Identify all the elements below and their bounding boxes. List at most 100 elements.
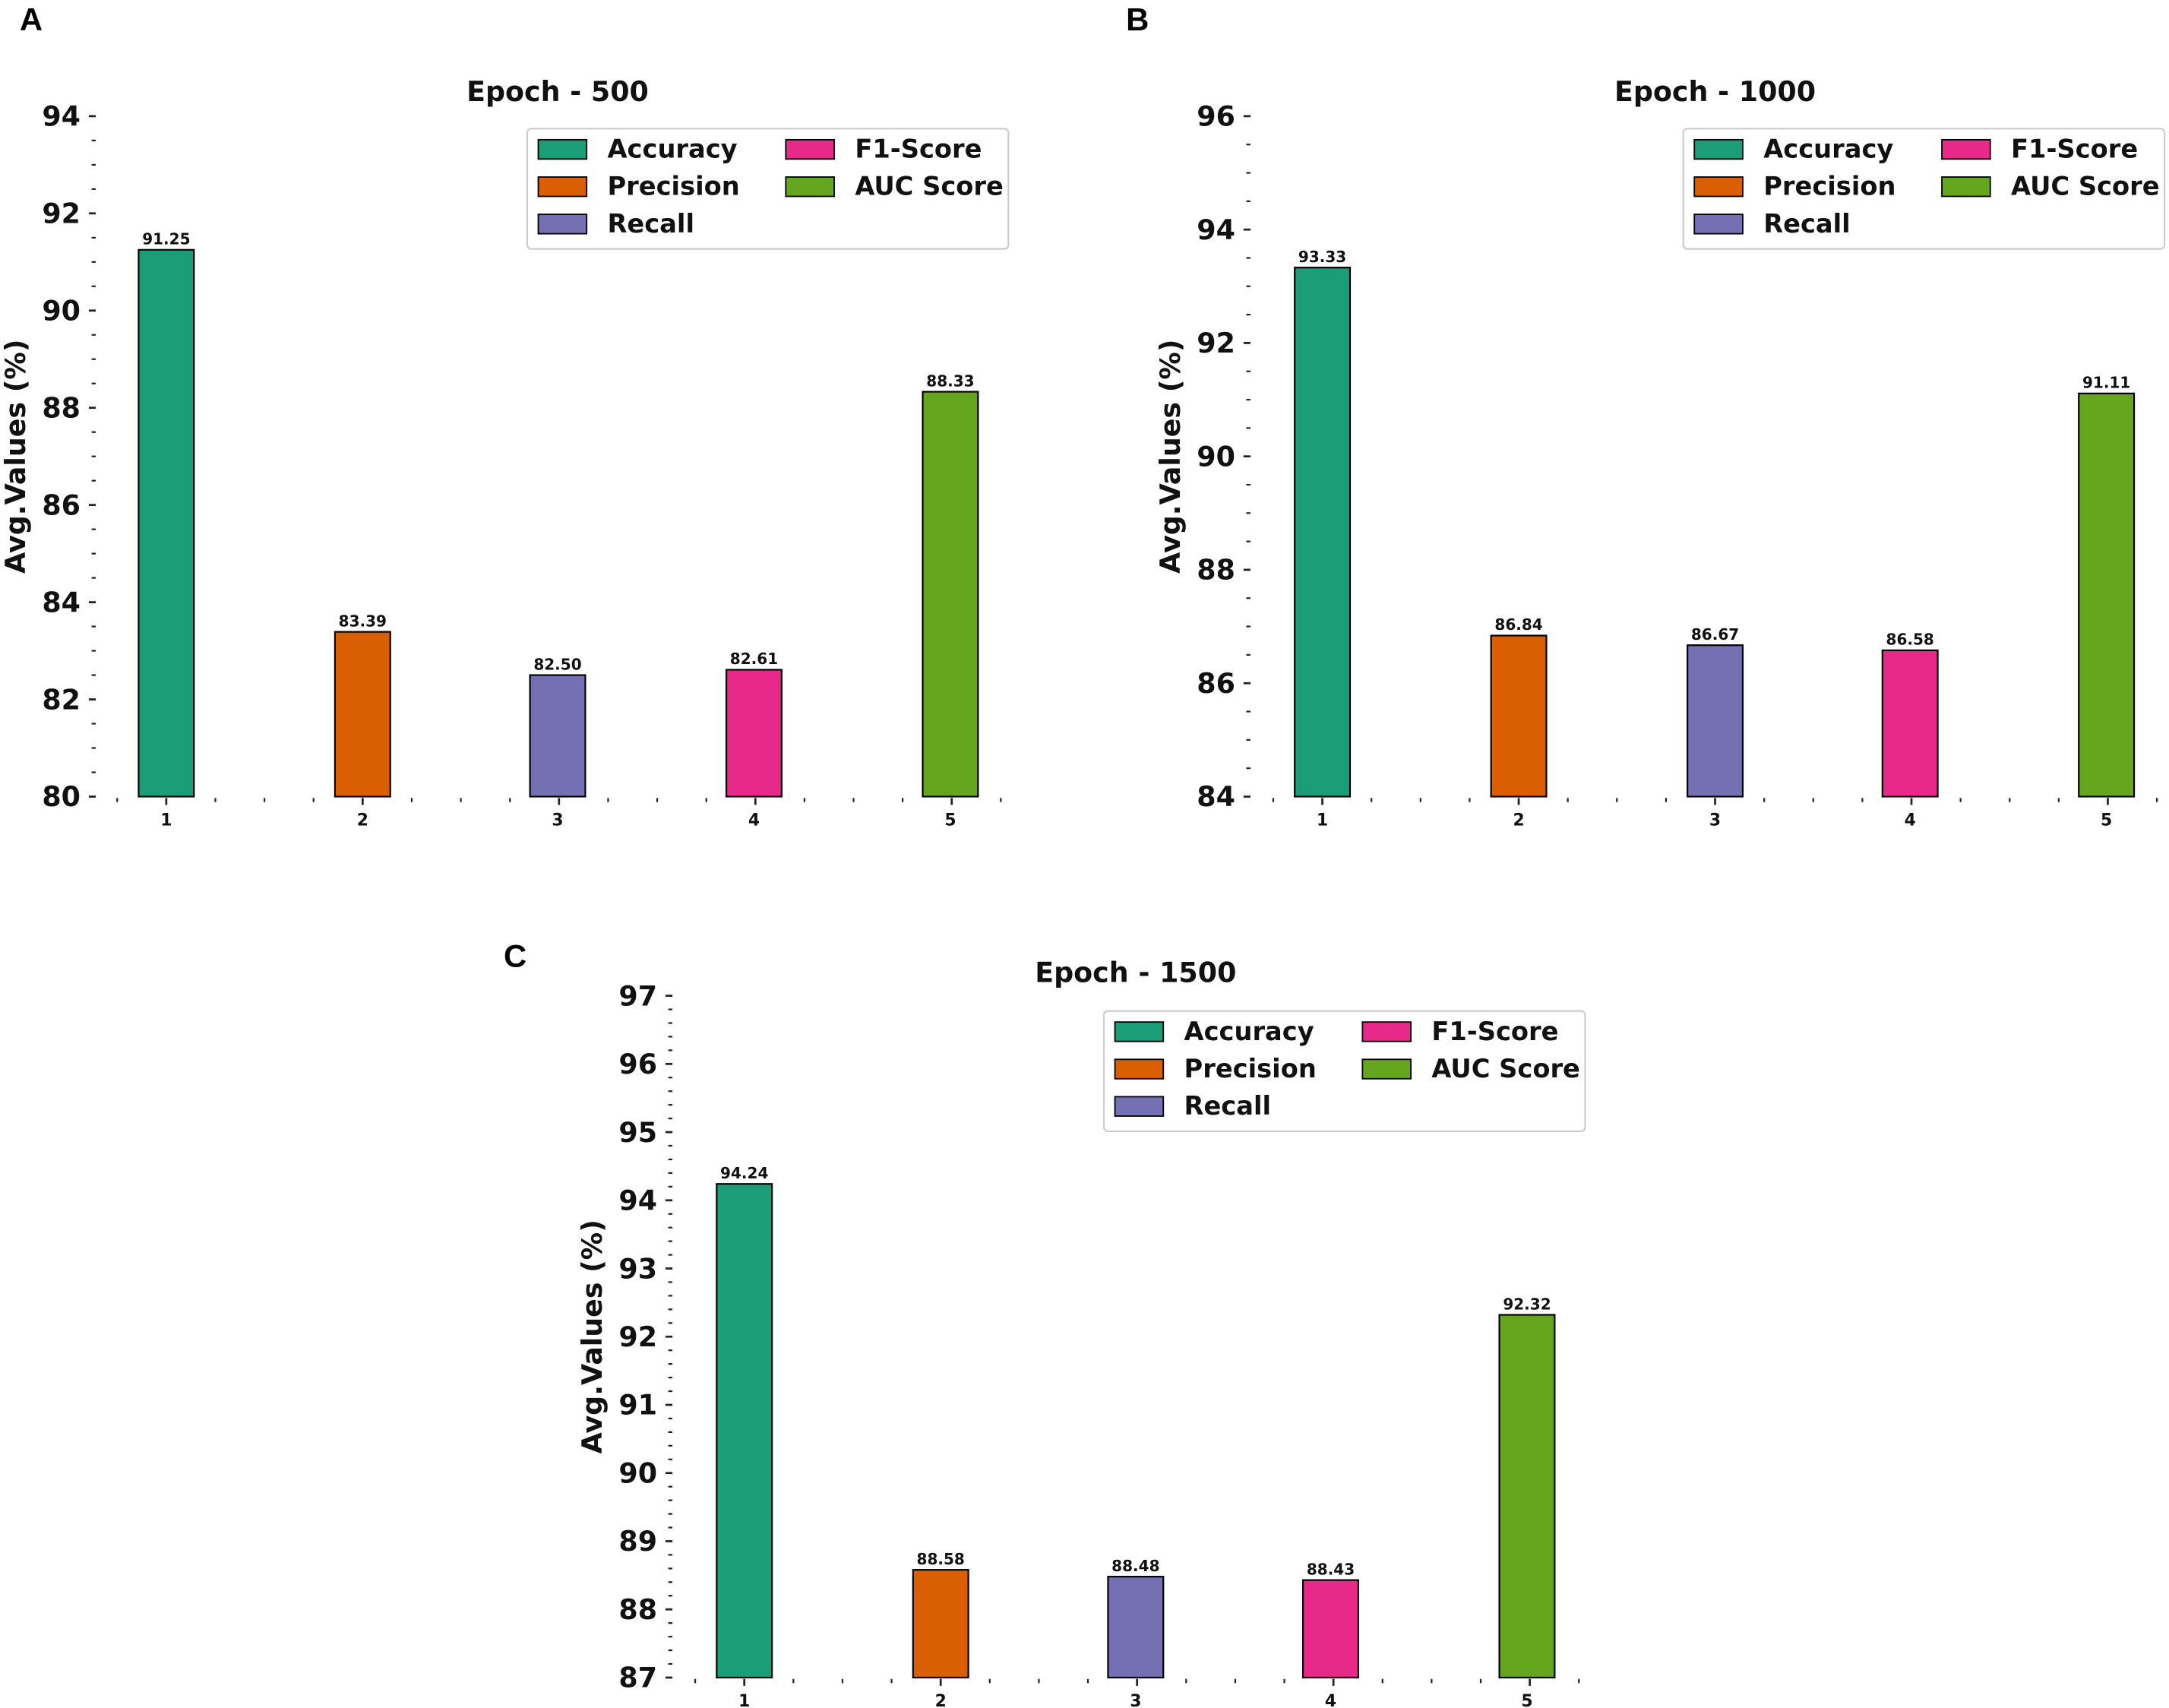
legend-label: Precision [1763, 172, 1896, 201]
data-label: 91.11 [2082, 374, 2130, 392]
legend-label: F1-Score [2011, 134, 2138, 164]
data-label: 88.43 [1307, 1560, 1355, 1578]
x-tick-label: 2 [357, 811, 368, 830]
legend-swatch [785, 176, 835, 198]
legend-box [1682, 128, 2166, 250]
legend-swatch [537, 176, 588, 198]
legend: Accuracy Precision Recall F1-Score AUC Score [1102, 1010, 1586, 1133]
legend-label: Precision [1184, 1054, 1317, 1083]
y-tick-label: 90 [1197, 440, 1235, 473]
bar-precision [1490, 634, 1548, 798]
legend-box [1102, 1010, 1586, 1133]
data-label: 86.58 [1886, 631, 1934, 649]
y-tick-label: 96 [1197, 100, 1235, 133]
data-label: 92.32 [1503, 1295, 1551, 1313]
legend-label: Accuracy [1763, 134, 1893, 164]
legend-label: Recall [1763, 209, 1850, 239]
y-tick-label: 82 [42, 683, 81, 716]
bar-precision [912, 1569, 969, 1679]
panel-label: C [504, 938, 526, 973]
chart-panel-b: B Epoch - 1000 Avg.Values (%) 84 86 88 90 92 94 9… [1126, 2, 2166, 830]
x-tick-label: 5 [944, 811, 956, 830]
x-tick-label: 3 [1130, 1692, 1141, 1708]
y-tick-label: 94 [1197, 214, 1235, 246]
x-tick-label: 2 [935, 1692, 947, 1708]
x-tick-label: 2 [1513, 811, 1524, 830]
data-label: 93.33 [1298, 248, 1346, 266]
bar-accuracy [138, 248, 195, 798]
y-tick-label: 97 [618, 979, 657, 1012]
y-tick-label: 94 [42, 100, 81, 133]
bar-f1-score [1302, 1579, 1360, 1679]
y-axis-label: Avg.Values (%) [0, 340, 32, 574]
x-tick-label: 1 [1317, 811, 1328, 830]
legend-swatch [537, 138, 588, 160]
y-tick-label: 92 [1197, 327, 1235, 359]
legend-swatch [1693, 176, 1744, 198]
legend-label: F1-Score [855, 134, 982, 164]
bar-recall [529, 674, 587, 798]
legend-swatch [1361, 1021, 1412, 1042]
y-tick-label: 89 [618, 1525, 657, 1558]
x-tick-label: 4 [748, 811, 760, 830]
y-tick-label: 90 [618, 1457, 657, 1489]
bar-precision [334, 631, 391, 798]
y-tick-label: 92 [42, 198, 81, 230]
data-label: 86.67 [1691, 625, 1739, 644]
legend-label: Accuracy [1184, 1017, 1314, 1046]
x-tick-label: 4 [1325, 1692, 1336, 1708]
data-label: 94.24 [720, 1164, 768, 1182]
bar-f1-score [1881, 649, 1939, 798]
legend-label: Precision [608, 172, 740, 201]
chart-title: Epoch - 1500 [1035, 956, 1236, 988]
data-label: 83.39 [339, 612, 387, 630]
legend: Accuracy Precision Recall F1-Score AUC Score [1682, 128, 2166, 250]
x-tick-label: 5 [1521, 1692, 1532, 1708]
legend-label: Recall [1184, 1091, 1271, 1121]
y-tick-label: 84 [42, 586, 81, 618]
data-label: 86.84 [1494, 615, 1542, 634]
y-tick-label: 80 [42, 780, 81, 813]
bar-recall [1687, 644, 1744, 798]
legend-swatch [1361, 1058, 1412, 1080]
y-tick-label: 86 [1197, 667, 1235, 700]
x-tick-label: 5 [2101, 811, 2112, 830]
legend-swatch [785, 138, 835, 160]
y-tick-label: 88 [618, 1593, 657, 1626]
legend: Accuracy Precision Recall F1-Score AUC Score [526, 128, 1010, 250]
bar-auc-score [922, 391, 979, 798]
data-label: 88.48 [1111, 1557, 1159, 1575]
y-tick-label: 94 [618, 1185, 657, 1217]
legend-swatch [1941, 138, 1991, 160]
chart-panel-c: C Epoch - 1500 Avg.Values (%) 87 88 89 90 91 92 9… [504, 938, 1586, 1708]
data-label: 88.33 [926, 372, 974, 390]
legend-box [526, 128, 1010, 250]
y-tick-label: 86 [42, 489, 81, 521]
legend-swatch [1114, 1021, 1165, 1042]
x-tick-label: 3 [1709, 811, 1721, 830]
y-tick-label: 90 [42, 295, 81, 327]
y-axis-label: Avg.Values (%) [576, 1219, 609, 1453]
legend-swatch [1114, 1058, 1165, 1080]
chart-panel-a: A Epoch - 500 Avg.Values (%) 80 82 84 86 88 90 92… [0, 2, 1010, 830]
chart-title: Epoch - 1000 [1614, 75, 1816, 108]
bar-recall [1107, 1576, 1165, 1679]
y-tick-label: 91 [618, 1389, 657, 1422]
panel-label: A [20, 2, 43, 37]
y-tick-label: 93 [618, 1252, 657, 1285]
bar-auc-score [1498, 1314, 1556, 1679]
legend-swatch [1693, 138, 1744, 160]
legend-swatch [1114, 1096, 1165, 1117]
y-tick-label: 88 [1197, 554, 1235, 587]
y-tick-label: 92 [618, 1321, 657, 1353]
legend-label: AUC Score [2011, 172, 2160, 201]
y-tick-label: 95 [618, 1116, 657, 1149]
y-tick-label: 87 [618, 1662, 657, 1694]
y-tick-label: 84 [1197, 780, 1235, 813]
bar-accuracy [716, 1183, 773, 1679]
x-tick-label: 1 [160, 811, 172, 830]
bar-f1-score [725, 669, 783, 798]
data-label: 91.25 [142, 230, 190, 248]
panel-label: B [1126, 2, 1149, 37]
